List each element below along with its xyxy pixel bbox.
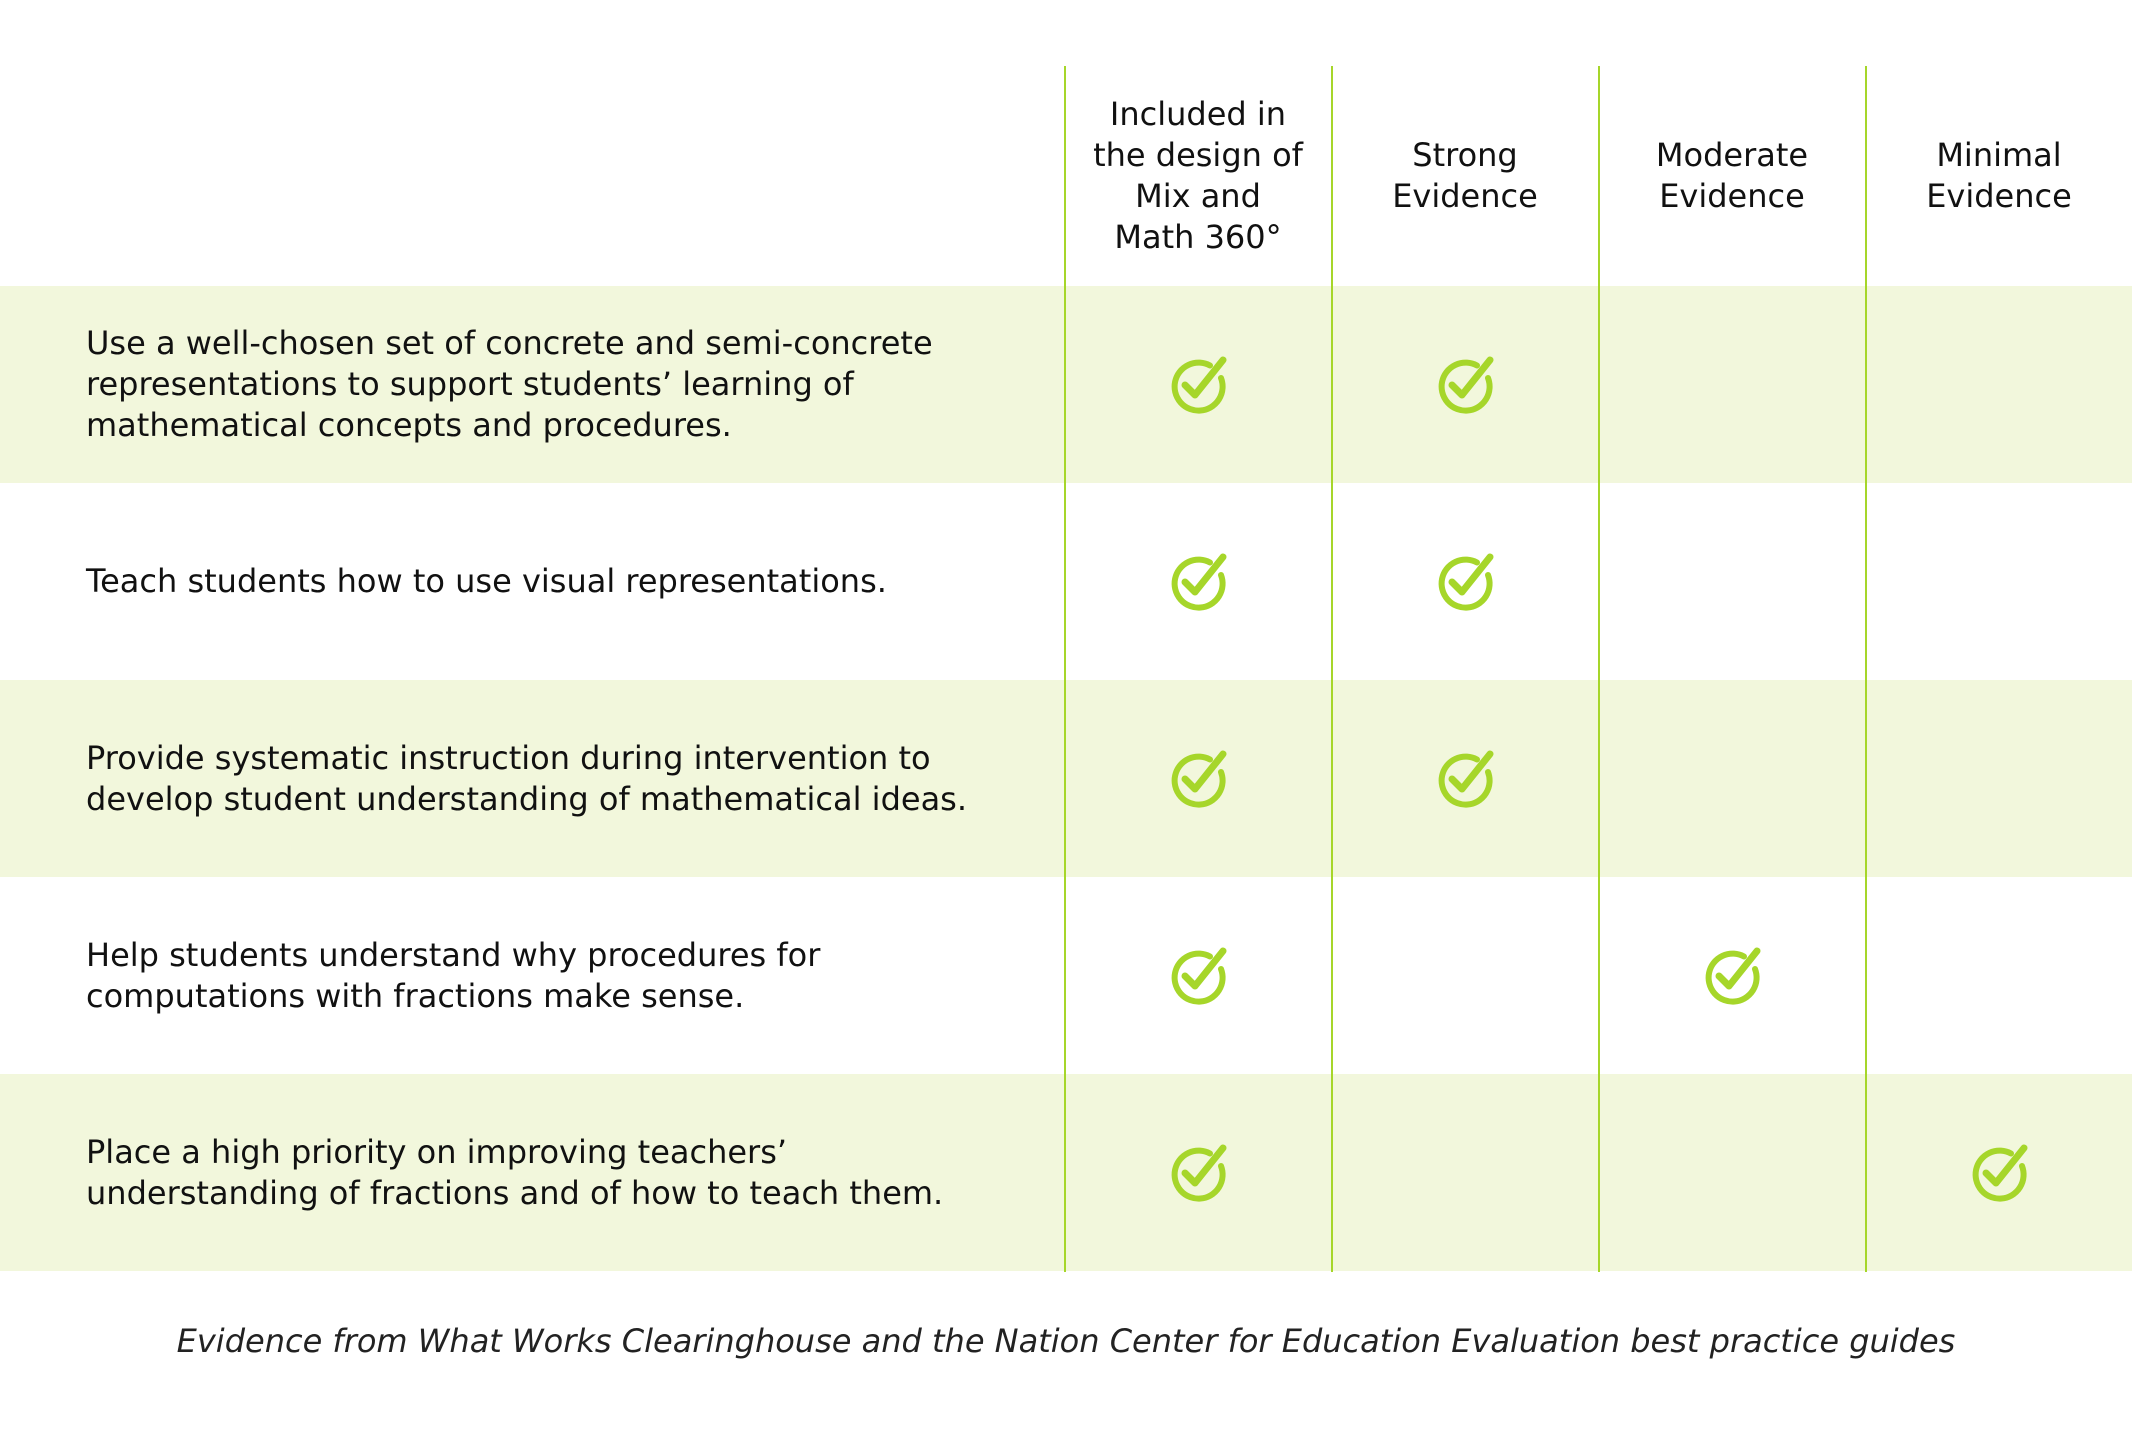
check-cell — [1332, 483, 1598, 680]
column-header-included: Included in the design of Mix and Math 3… — [1065, 66, 1331, 286]
table-row: Teach students how to use visual represe… — [0, 483, 2132, 680]
check-circle-icon — [1705, 947, 1761, 1005]
row-label-cell: Place a high priority on improving teach… — [86, 1074, 1026, 1271]
column-divider — [1331, 66, 1333, 1272]
column-divider — [1598, 66, 1600, 1272]
column-header-strong: Strong Evidence — [1332, 66, 1598, 286]
check-cell — [1065, 483, 1331, 680]
row-label: Help students understand why procedures … — [86, 935, 821, 1015]
table-row: Use a well-chosen set of concrete and se… — [0, 286, 2132, 483]
row-label-cell: Help students understand why procedures … — [86, 877, 1026, 1074]
row-label: Provide systematic instruction during in… — [86, 738, 968, 818]
row-label-cell: Teach students how to use visual represe… — [86, 483, 1026, 680]
row-label: Use a well-chosen set of concrete and se… — [86, 324, 933, 444]
check-circle-icon — [1171, 1144, 1227, 1202]
check-cell — [1065, 1074, 1331, 1271]
row-label-cell: Use a well-chosen set of concrete and se… — [86, 286, 1026, 483]
check-circle-icon — [1171, 356, 1227, 414]
table-row: Provide systematic instruction during in… — [0, 680, 2132, 877]
evidence-table: Included in the design of Mix and Math 3… — [0, 0, 2132, 1272]
column-header-label: Moderate Evidence — [1655, 136, 1809, 215]
column-header-minimal: Minimal Evidence — [1866, 66, 2132, 286]
column-header-moderate: Moderate Evidence — [1599, 66, 1865, 286]
check-circle-icon — [1972, 1144, 2028, 1202]
check-cell — [1599, 877, 1865, 1074]
check-circle-icon — [1171, 553, 1227, 611]
row-label: Teach students how to use visual represe… — [86, 562, 887, 600]
column-header-label: Included in the design of Mix and Math 3… — [1093, 95, 1303, 256]
column-header-label: Strong Evidence — [1392, 136, 1538, 215]
table-header: Included in the design of Mix and Math 3… — [0, 0, 2132, 286]
row-label: Place a high priority on improving teach… — [86, 1132, 944, 1212]
check-cell — [1065, 877, 1331, 1074]
column-divider — [1865, 66, 1867, 1272]
check-cell — [1332, 286, 1598, 483]
check-circle-icon — [1171, 947, 1227, 1005]
check-circle-icon — [1171, 750, 1227, 808]
table-row: Help students understand why procedures … — [0, 877, 2132, 1074]
column-header-label: Minimal Evidence — [1926, 136, 2072, 215]
column-divider — [1064, 66, 1066, 1272]
check-cell — [1065, 680, 1331, 877]
check-circle-icon — [1438, 750, 1494, 808]
check-cell — [1065, 286, 1331, 483]
footnote: Evidence from What Works Clearinghouse a… — [176, 1322, 1956, 1360]
check-circle-icon — [1438, 356, 1494, 414]
row-label-cell: Provide systematic instruction during in… — [86, 680, 1026, 877]
check-cell — [1866, 1074, 2132, 1271]
check-cell — [1332, 680, 1598, 877]
check-circle-icon — [1438, 553, 1494, 611]
table-row: Place a high priority on improving teach… — [0, 1074, 2132, 1271]
